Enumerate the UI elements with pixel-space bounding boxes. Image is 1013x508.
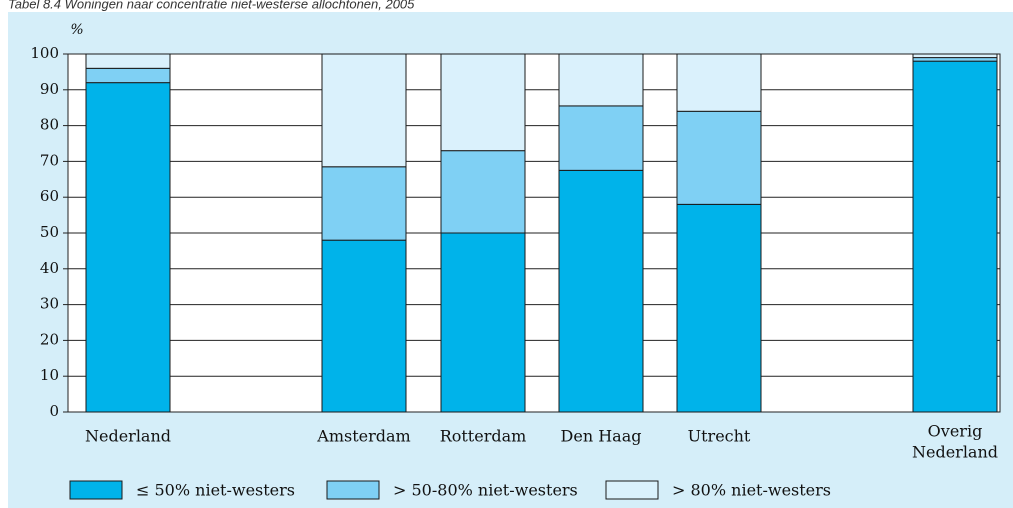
bar-segment-rotterdam-series-3 xyxy=(440,53,526,152)
legend-label-2: > 50-80% niet-westers xyxy=(393,481,578,500)
x-category-label: Rotterdam xyxy=(440,427,527,446)
y-tick-label: 20 xyxy=(40,330,59,348)
legend-label-3: > 80% niet-westers xyxy=(672,481,831,500)
legend: ≤ 50% niet-westers > 50-80% niet-westers >… xyxy=(69,480,831,500)
legend-swatch-3 xyxy=(605,480,659,500)
y-tick-label: 40 xyxy=(40,259,59,277)
bar-segment-nederland-series-3 xyxy=(85,53,171,69)
y-tick-label: 90 xyxy=(40,80,59,98)
bar-segment-utrecht-series-3 xyxy=(676,53,762,112)
bar-segment-nederland-series-1 xyxy=(85,82,171,413)
bar-segment-amsterdam-series-1 xyxy=(321,239,407,413)
y-tick-label: 60 xyxy=(40,187,59,205)
x-category-label: Nederland xyxy=(85,427,171,446)
bar-segment-amsterdam-series-3 xyxy=(321,53,407,168)
bar-segment-den-haag-series-3 xyxy=(558,53,644,107)
x-category-label: Overig xyxy=(928,422,983,441)
bar-segment-rotterdam-series-1 xyxy=(440,232,526,413)
bars xyxy=(85,53,998,413)
x-axis-labels: Nederland Amsterdam Rotterdam Den Haag Utrec… xyxy=(85,422,998,462)
y-tick-label: 50 xyxy=(40,223,59,241)
y-tick-label: 70 xyxy=(40,151,59,169)
y-tick-label: 10 xyxy=(40,366,59,384)
x-category-label: Utrecht xyxy=(688,427,751,446)
bar-segment-utrecht-series-2 xyxy=(676,110,762,205)
x-category-label: Amsterdam xyxy=(316,427,410,446)
header-note: Tabel 8.4 Woningen naar concentratie nie… xyxy=(8,0,415,11)
y-tick-label: 0 xyxy=(49,402,59,420)
gridlines xyxy=(68,89,1000,377)
legend-swatch-2 xyxy=(326,480,380,500)
bar-segment-den-haag-series-2 xyxy=(558,105,644,171)
legend-label-1: ≤ 50% niet-westers xyxy=(136,481,295,500)
bar-segment-den-haag-series-1 xyxy=(558,169,644,413)
x-category-label: Nederland xyxy=(912,443,998,462)
bar-segment-utrecht-series-1 xyxy=(676,203,762,413)
bar-segment-nederland-series-2 xyxy=(85,67,171,84)
bar-segment-overig-nederland-series-2 xyxy=(912,57,998,62)
y-tick-label: 100 xyxy=(30,44,59,62)
y-unit-label: % xyxy=(70,22,83,38)
bar-segment-amsterdam-series-2 xyxy=(321,166,407,241)
bar-segment-rotterdam-series-2 xyxy=(440,150,526,234)
y-tick-label: 30 xyxy=(40,295,59,313)
y-axis: 0 10 20 30 40 50 60 70 80 90 100 xyxy=(30,44,68,420)
y-tick-label: 80 xyxy=(40,116,59,134)
legend-swatch-1 xyxy=(69,480,123,500)
bar-segment-overig-nederland-series-3 xyxy=(912,53,998,59)
x-category-label: Den Haag xyxy=(561,427,642,446)
bar-segment-overig-nederland-series-1 xyxy=(912,60,998,413)
